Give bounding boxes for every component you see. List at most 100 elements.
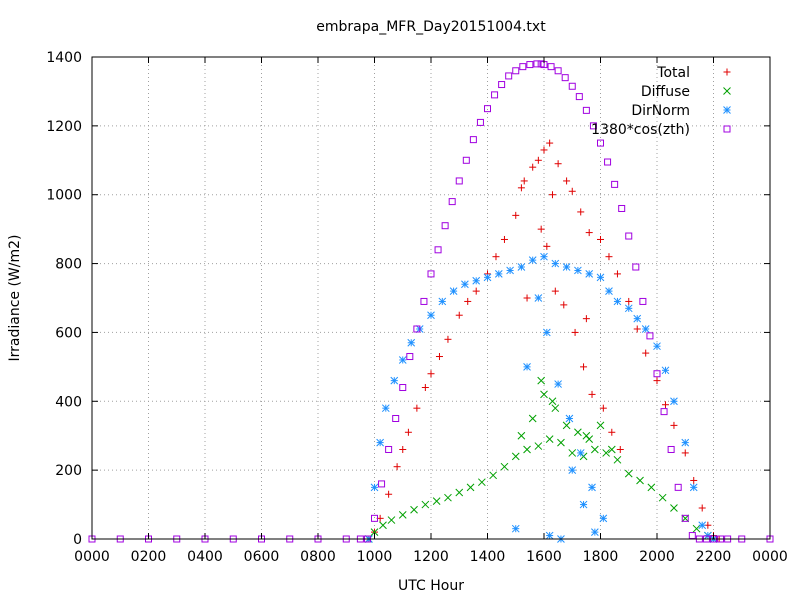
data-point (681, 438, 690, 447)
data-point (554, 160, 562, 168)
x-tick-label: 0000 (74, 549, 110, 565)
data-point (427, 270, 435, 278)
data-point (413, 325, 421, 333)
data-point (393, 463, 401, 471)
data-point (576, 449, 585, 457)
data-point (667, 445, 675, 453)
data-point (399, 384, 407, 392)
data-point (590, 528, 599, 536)
data-point (511, 452, 520, 461)
data-point (449, 287, 458, 295)
legend-marker (723, 87, 731, 95)
data-point (438, 297, 447, 306)
data-point (607, 445, 616, 454)
legend-marker (723, 68, 731, 76)
data-point (574, 266, 582, 275)
data-point (568, 466, 577, 474)
data-point (455, 311, 463, 319)
data-point (585, 229, 593, 237)
data-point (661, 366, 670, 375)
data-point (597, 235, 604, 243)
data-point (410, 505, 418, 514)
data-point (523, 294, 531, 302)
data-point (435, 353, 443, 361)
data-point (660, 408, 668, 416)
legend-label: 1380*cos(zth) (591, 122, 690, 138)
data-point (512, 67, 520, 75)
data-point (392, 415, 400, 422)
data-point (589, 122, 597, 130)
data-point (590, 445, 599, 454)
legend-marker (723, 125, 731, 133)
data-point (543, 242, 551, 250)
data-point (670, 397, 678, 406)
data-point (641, 325, 650, 333)
data-point (554, 380, 562, 388)
data-point (577, 208, 585, 216)
data-point (413, 404, 421, 412)
data-point (632, 263, 640, 271)
series-0 (365, 139, 723, 543)
data-point (381, 404, 390, 413)
y-tick-label: 200 (55, 463, 82, 479)
data-point (534, 156, 542, 164)
data-point (616, 445, 624, 453)
y-tick-label: 1000 (46, 188, 82, 204)
data-point (506, 266, 514, 275)
data-point (568, 449, 577, 457)
data-point (427, 370, 435, 378)
data-point (690, 476, 698, 484)
data-point (526, 61, 534, 69)
data-point (472, 287, 480, 295)
data-point (571, 328, 579, 336)
data-point (688, 532, 696, 540)
data-point (698, 504, 706, 512)
data-point (379, 521, 387, 530)
legend-label: DirNorm (631, 103, 690, 119)
data-point (528, 414, 537, 423)
data-point (608, 428, 616, 436)
x-tick-label: 0800 (300, 549, 336, 565)
data-point (582, 431, 591, 440)
data-point (661, 401, 669, 409)
data-point (528, 256, 537, 264)
data-point (483, 273, 492, 282)
data-point (547, 63, 555, 71)
x-axis-label: UTC Hour (398, 578, 464, 594)
data-point (681, 514, 689, 522)
x-tick-label: 1400 (470, 549, 506, 565)
data-point (434, 246, 442, 254)
x-tick-label: 0000 (752, 549, 788, 565)
data-point (404, 428, 412, 436)
x-tick-label: 2200 (696, 549, 732, 565)
data-point (432, 497, 441, 505)
data-point (523, 445, 531, 454)
data-point (642, 349, 650, 357)
data-point (554, 67, 562, 75)
data-point (568, 82, 576, 90)
data-point (599, 404, 607, 412)
data-point (551, 287, 559, 295)
data-point (670, 504, 678, 512)
data-point (551, 404, 560, 413)
data-point (563, 177, 571, 185)
data-point (398, 356, 407, 364)
data-point (562, 421, 571, 430)
data-point (542, 328, 551, 337)
data-point (658, 493, 667, 502)
data-point (625, 297, 633, 305)
data-point (540, 146, 548, 154)
data-point (517, 431, 526, 440)
y-tick-label: 400 (55, 394, 82, 410)
data-point (548, 397, 557, 406)
data-point (653, 342, 661, 351)
data-point (681, 514, 690, 523)
data-point (484, 105, 491, 113)
data-point (546, 139, 554, 147)
data-point (444, 493, 452, 502)
data-point (469, 136, 477, 144)
data-point (448, 198, 456, 206)
data-point (625, 232, 633, 240)
data-point (498, 81, 506, 89)
data-point (464, 297, 472, 305)
